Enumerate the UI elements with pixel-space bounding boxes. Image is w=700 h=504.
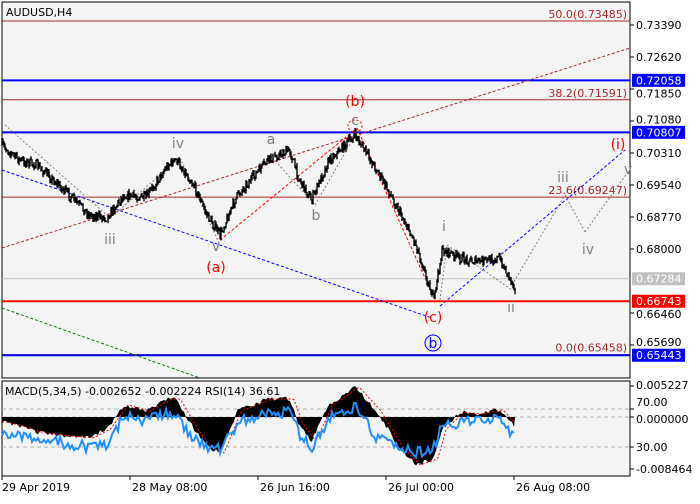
- wave-label: iv: [582, 242, 594, 258]
- price-label: 0.66743: [636, 295, 682, 308]
- wave-path-line: [4, 124, 111, 219]
- wave-label: (i): [611, 137, 626, 153]
- rsi-line: [1, 401, 515, 460]
- y-tick-label: 0.71850: [636, 87, 682, 100]
- wave-label: iii: [104, 232, 116, 248]
- macd-histogram: [2, 386, 515, 466]
- price-label-box: [632, 294, 685, 308]
- price-label: 0.72058: [636, 74, 682, 87]
- indicator-y-tick-label: -0.008464: [636, 463, 692, 476]
- wave-label: b: [312, 208, 321, 224]
- wave-label: c: [351, 113, 359, 129]
- x-tick-label: 26 Jul 00:00: [388, 481, 454, 494]
- wave-b-c-line: [356, 127, 436, 301]
- indicator-y-tick-label: 30.00: [636, 441, 668, 454]
- y-tick-label: 0.65690: [636, 336, 682, 349]
- price-label-box: [632, 125, 685, 139]
- x-tick-label: 29 Apr 2019: [2, 481, 70, 494]
- y-tick-label: 0.73390: [636, 19, 682, 32]
- wave-label: i: [442, 219, 446, 235]
- price-label: 0.70807: [636, 126, 682, 139]
- wave-label: (a): [206, 260, 226, 276]
- wave-b-circle-icon: [424, 334, 442, 352]
- x-tick-label: 26 Aug 08:00: [516, 481, 590, 494]
- y-tick-label: 0.68000: [636, 243, 682, 256]
- x-tick-label: 28 May 08:00: [132, 481, 207, 494]
- wave-label: (b): [345, 94, 365, 110]
- symbol-title: AUDUSD,H4: [6, 6, 72, 19]
- y-tick-label: 0.66460: [636, 308, 682, 321]
- wave-c-ellipse-icon: [347, 119, 363, 133]
- price-label-box: [632, 348, 685, 362]
- fib-level-label: 50.0(0.73485): [548, 8, 627, 21]
- price-label: 0.65443: [636, 349, 682, 362]
- wave-label: (c): [424, 310, 443, 326]
- macd-signal-line: [2, 387, 515, 466]
- indicator-title: MACD(5,34,5) -0.002652 -0.002224 RSI(14)…: [5, 385, 280, 398]
- wave-label: v: [624, 162, 632, 178]
- fib-level-label: 38.2(0.71591): [548, 87, 627, 100]
- y-tick-label: 0.71080: [636, 113, 682, 126]
- green-trendline: [1, 307, 201, 379]
- wave-a-b-line: [219, 127, 358, 241]
- indicator-y-tick-label: 0.005227: [636, 379, 689, 392]
- price-label-box: [632, 272, 685, 286]
- wave-path-line: [511, 194, 566, 286]
- y-tick-label: 0.68770: [636, 211, 682, 224]
- indicator-y-tick-label: 70.00: [636, 396, 668, 409]
- indicator-y-tick-label: 0.000000: [636, 413, 689, 426]
- price-label: 0.67284: [636, 273, 682, 286]
- fib-level-label: 0.0(0.65458): [555, 342, 627, 355]
- wave-label: v: [212, 239, 220, 255]
- x-tick-label: 26 Jun 16:00: [260, 481, 330, 494]
- wave-path-line: [564, 194, 586, 233]
- wave-path-line: [584, 171, 629, 233]
- wave-label: iv: [172, 136, 184, 152]
- forecast-blue-line: [439, 149, 626, 307]
- fib-level-label: 23.6(0.69247): [548, 184, 627, 197]
- y-tick-label: 0.70310: [636, 147, 682, 160]
- y-tick-label: 0.72620: [636, 51, 682, 64]
- price-label-box: [632, 73, 685, 87]
- wave-label: ii: [507, 300, 515, 316]
- wave-path-line: [439, 244, 448, 301]
- wave-label: iii: [557, 170, 569, 186]
- wave-label: b: [429, 336, 438, 352]
- y-tick-label: 0.69540: [636, 179, 682, 192]
- wave-label: a: [267, 132, 276, 148]
